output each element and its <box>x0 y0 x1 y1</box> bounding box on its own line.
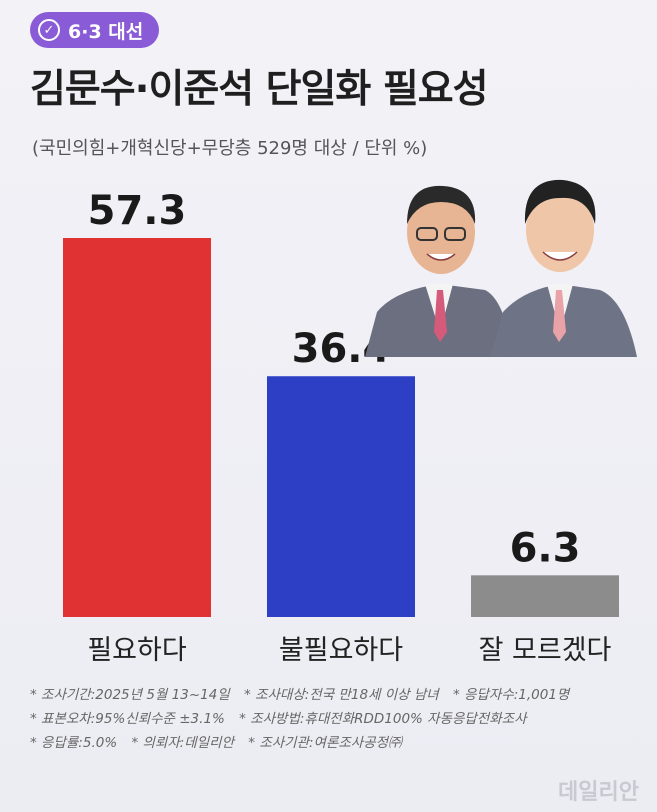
footnote-line: * 조사기간:2025년 5월 13~14일 * 조사대상:전국 만18세 이상… <box>30 683 642 707</box>
footnote-response-rate: * 응답률:5.0% <box>30 735 118 751</box>
footnote-agency: * 조사기관:여론조사공정㈜ <box>248 735 402 751</box>
badge-label: 6·3 대선 <box>68 20 144 43</box>
dailian-watermark: 데일리안 <box>558 779 639 805</box>
bar-value-label-1: 57.3 <box>88 188 187 234</box>
category-label-3: 잘 모르겠다 <box>479 635 612 666</box>
bar-2 <box>267 376 415 617</box>
footnote-survey-target: * 조사대상:전국 만18세 이상 남녀 <box>244 687 439 703</box>
survey-footnotes: * 조사기간:2025년 5월 13~14일 * 조사대상:전국 만18세 이상… <box>30 683 642 755</box>
footnote-method: * 조사방법:휴대전화RDD100% 자동응답전화조사 <box>239 711 527 727</box>
ballot-check-icon: ✓ <box>38 19 60 41</box>
footnote-margin-of-error: * 표본오차:95%신뢰수준 ±3.1% <box>30 711 225 727</box>
bar-3 <box>471 575 619 617</box>
footnote-respondents: * 응답자수:1,001명 <box>453 687 570 703</box>
category-label-2: 불필요하다 <box>279 635 403 666</box>
chart-title: 김문수·이준석 단일화 필요성 <box>30 67 489 112</box>
category-label-1: 필요하다 <box>87 635 187 666</box>
footnote-client: * 의뢰자:데일리안 <box>131 735 234 751</box>
bar-value-label-3: 6.3 <box>510 525 581 571</box>
election-badge: ✓ 6·3 대선 <box>30 12 160 48</box>
bar-1 <box>63 238 211 617</box>
footnote-line: * 응답률:5.0% * 의뢰자:데일리안 * 조사기관:여론조사공정㈜ <box>30 731 642 755</box>
footnote-survey-period: * 조사기간:2025년 5월 13~14일 <box>30 687 230 703</box>
chart-subtitle: (국민의힘+개혁신당+무당층 529명 대상 / 단위 %) <box>32 138 428 159</box>
footnote-line: * 표본오차:95%신뢰수준 ±3.1% * 조사방법:휴대전화RDD100% … <box>30 707 642 731</box>
candidate-portraits-icon <box>365 179 637 357</box>
